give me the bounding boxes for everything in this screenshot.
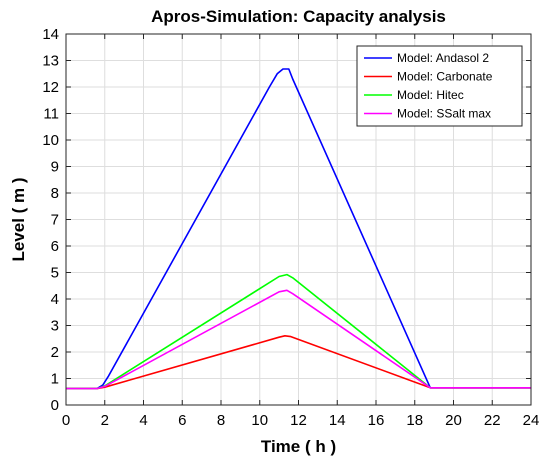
x-tick-label: 20 [445,412,462,429]
series-lines [66,68,531,390]
y-tick-label: 0 [51,397,59,414]
y-tick-label: 10 [42,132,59,149]
y-tick-label: 2 [51,344,59,361]
y-tick-label: 4 [51,291,59,308]
x-tick-label: 10 [251,412,268,429]
y-tick-label: 12 [42,79,59,96]
legend-label: Model: Carbonate [397,70,493,84]
x-tick-label: 18 [406,412,423,429]
y-tick-label: 6 [51,238,59,255]
y-axis-title: Level ( m ) [9,177,28,261]
y-tick-label: 1 [51,371,59,388]
series-line-1 [66,68,531,390]
x-tick-label: 6 [178,412,186,429]
y-tick-label: 11 [43,106,59,123]
x-tick-label: 4 [139,412,147,429]
legend: Model: Andasol 2 Model: Carbonate Model: H… [356,45,523,127]
x-tick-label: 14 [329,412,346,429]
legend-label: Model: Hitec [397,88,464,102]
y-tick-label: 7 [51,212,59,229]
x-tick-label: 24 [523,412,540,429]
y-tick-label: 14 [42,26,59,43]
y-tick-label: 13 [42,53,59,70]
x-tick-label: 0 [62,412,70,429]
x-tick-label: 8 [217,412,225,429]
axis-ticks: 0 2 4 6 8 10 12 14 16 18 20 22 240123456789101112131… [42,26,539,429]
legend-label: Model: SSalt max [397,107,491,121]
chart-title: Apros-Simulation: Capacity analysis [151,7,446,26]
y-tick-label: 5 [51,265,59,282]
series-line-4 [66,289,531,390]
x-axis-title: Time ( h ) [261,437,336,456]
y-tick-label: 9 [51,159,59,176]
x-tick-label: 2 [101,412,109,429]
x-tick-label: 12 [290,412,307,429]
x-tick-label: 16 [368,412,385,429]
y-tick-label: 8 [51,185,59,202]
x-tick-label: 22 [484,412,501,429]
legend-box [356,45,523,127]
legend-label: Model: Andasol 2 [397,51,489,65]
y-tick-label: 3 [51,318,59,335]
